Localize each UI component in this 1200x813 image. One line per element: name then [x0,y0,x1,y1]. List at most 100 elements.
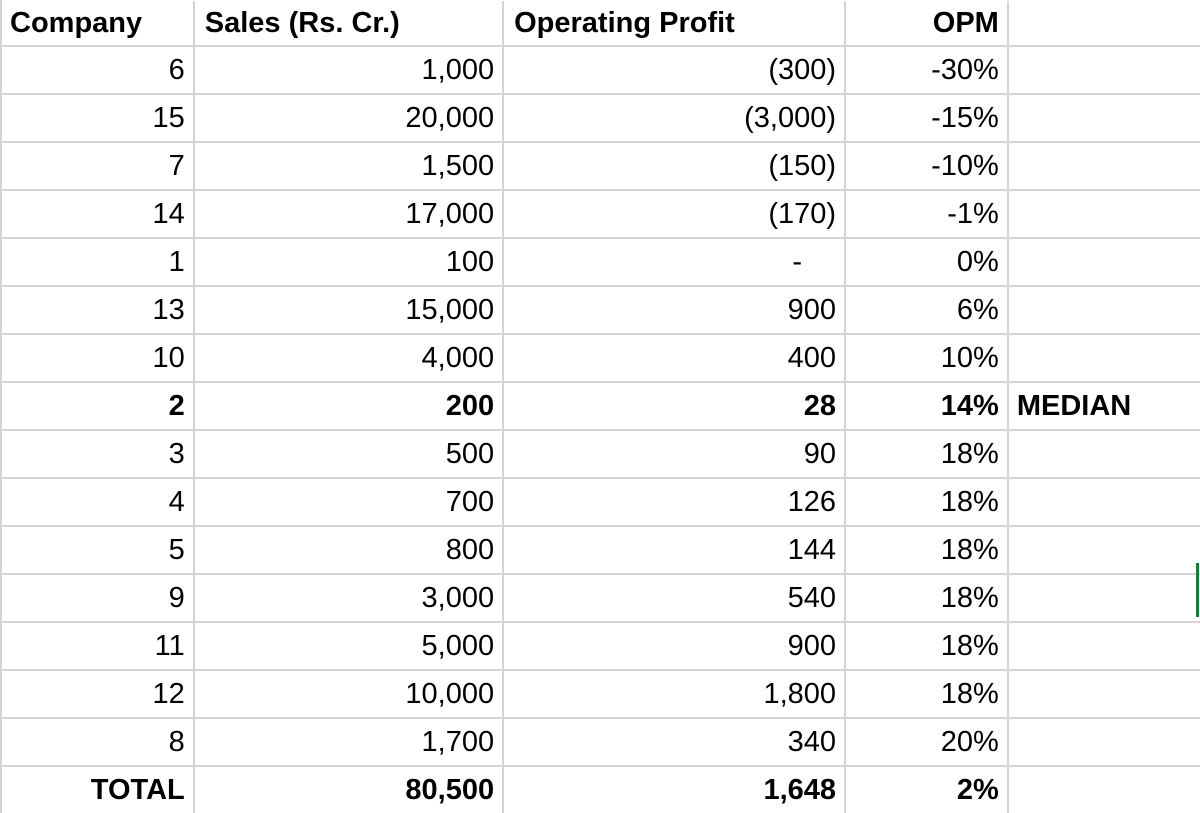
empty-cell[interactable] [1007,718,1200,767]
opm-cell[interactable]: 10% [845,334,1009,383]
empty-cell[interactable] [1007,286,1200,335]
operating-profit-cell[interactable]: - [503,238,847,287]
total-sales[interactable]: 80,500 [193,766,505,813]
header-row: Company Sales (Rs. Cr.) Operating Profit… [0,1,1200,47]
opm-cell[interactable]: 18% [845,478,1009,527]
table-row: 7 1,500 (150) -10% [0,142,1200,191]
table-row: 15 20,000 (3,000) -15% [0,94,1200,143]
company-cell[interactable]: 5 [0,526,195,575]
operating-profit-cell[interactable]: (150) [503,142,847,191]
sales-cell[interactable]: 1,700 [193,718,505,767]
empty-cell[interactable] [1007,1,1200,47]
empty-cell[interactable] [1007,526,1200,575]
sales-cell[interactable]: 15,000 [193,286,505,335]
opm-cell[interactable]: 18% [845,574,1009,623]
company-cell[interactable]: 2 [0,382,195,431]
header-sales[interactable]: Sales (Rs. Cr.) [193,1,505,47]
company-cell[interactable]: 1 [0,238,195,287]
table-row: 1 100-0% [0,238,1200,287]
sales-cell[interactable]: 1,500 [193,142,505,191]
company-cell[interactable]: 15 [0,94,195,143]
opm-cell[interactable]: 0% [845,238,1009,287]
sales-cell[interactable]: 3,000 [193,574,505,623]
operating-profit-cell[interactable]: 144 [503,526,847,575]
sales-cell[interactable]: 700 [193,478,505,527]
company-cell[interactable]: 7 [0,142,195,191]
operating-profit-cell[interactable]: (300) [503,46,847,95]
median-label[interactable]: MEDIAN [1007,382,1200,431]
sales-cell[interactable]: 800 [193,526,505,575]
operating-profit-cell[interactable]: 340 [503,718,847,767]
opm-cell[interactable]: 14% [845,382,1009,431]
company-cell[interactable]: 14 [0,190,195,239]
empty-cell[interactable] [1007,94,1200,143]
empty-cell[interactable] [1007,190,1200,239]
operating-profit-cell[interactable]: 126 [503,478,847,527]
sales-cell[interactable]: 17,000 [193,190,505,239]
total-label[interactable]: TOTAL [0,766,195,813]
empty-cell[interactable] [1007,478,1200,527]
sales-cell[interactable]: 200 [193,382,505,431]
sales-cell[interactable]: 500 [193,430,505,479]
table-row: 14 17,000 (170) -1% [0,190,1200,239]
operating-profit-cell[interactable]: (3,000) [503,94,847,143]
operating-profit-cell[interactable]: 900 [503,622,847,671]
opm-cell[interactable]: 6% [845,286,1009,335]
table-row: 2 200 28 14% MEDIAN [0,382,1200,431]
company-cell[interactable]: 12 [0,670,195,719]
company-cell[interactable]: 6 [0,46,195,95]
company-cell[interactable]: 3 [0,430,195,479]
operating-profit-cell[interactable]: 90 [503,430,847,479]
opm-cell[interactable]: -30% [845,46,1009,95]
empty-cell[interactable] [1007,334,1200,383]
opm-cell[interactable]: 18% [845,430,1009,479]
operating-profit-cell[interactable]: 400 [503,334,847,383]
empty-cell[interactable] [1007,766,1200,813]
empty-cell[interactable] [1007,430,1200,479]
empty-cell[interactable] [1007,622,1200,671]
sales-cell[interactable]: 5,000 [193,622,505,671]
sales-cell[interactable]: 10,000 [193,670,505,719]
empty-cell[interactable] [1007,574,1200,623]
operating-profit-cell[interactable]: 1,800 [503,670,847,719]
empty-cell[interactable] [1007,142,1200,191]
table-row: 11 5,000 900 18% [0,622,1200,671]
operating-profit-cell[interactable]: 540 [503,574,847,623]
total-opm[interactable]: 2% [845,766,1009,813]
sales-cell[interactable]: 100 [193,238,505,287]
selection-indicator [1196,563,1199,617]
sales-cell[interactable]: 1,000 [193,46,505,95]
empty-cell[interactable] [1007,46,1200,95]
header-company[interactable]: Company [0,1,195,47]
empty-cell[interactable] [1007,670,1200,719]
table-row: 10 4,000 400 10% [0,334,1200,383]
opm-cell[interactable]: -10% [845,142,1009,191]
table-row: 9 3,000 540 18% [0,574,1200,623]
opm-cell[interactable]: 18% [845,526,1009,575]
empty-cell[interactable] [1007,238,1200,287]
opm-cell[interactable]: -15% [845,94,1009,143]
operating-profit-cell[interactable]: 28 [503,382,847,431]
table-row: 8 1,700 340 20% [0,718,1200,767]
company-cell[interactable]: 8 [0,718,195,767]
table-row: 3 500 90 18% [0,430,1200,479]
opm-cell[interactable]: 18% [845,670,1009,719]
opm-cell[interactable]: -1% [845,190,1009,239]
company-cell[interactable]: 4 [0,478,195,527]
company-cell[interactable]: 10 [0,334,195,383]
table-row: 4 700 126 18% [0,478,1200,527]
header-operating-profit[interactable]: Operating Profit [503,1,847,47]
operating-profit-cell[interactable]: (170) [503,190,847,239]
company-cell[interactable]: 13 [0,286,195,335]
table-row: 5 800 144 18% [0,526,1200,575]
header-opm[interactable]: OPM [845,1,1009,47]
company-cell[interactable]: 11 [0,622,195,671]
sales-cell[interactable]: 4,000 [193,334,505,383]
company-cell[interactable]: 9 [0,574,195,623]
opm-cell[interactable]: 18% [845,622,1009,671]
total-operating-profit[interactable]: 1,648 [503,766,847,813]
opm-cell[interactable]: 20% [845,718,1009,767]
operating-profit-cell[interactable]: 900 [503,286,847,335]
sales-cell[interactable]: 20,000 [193,94,505,143]
